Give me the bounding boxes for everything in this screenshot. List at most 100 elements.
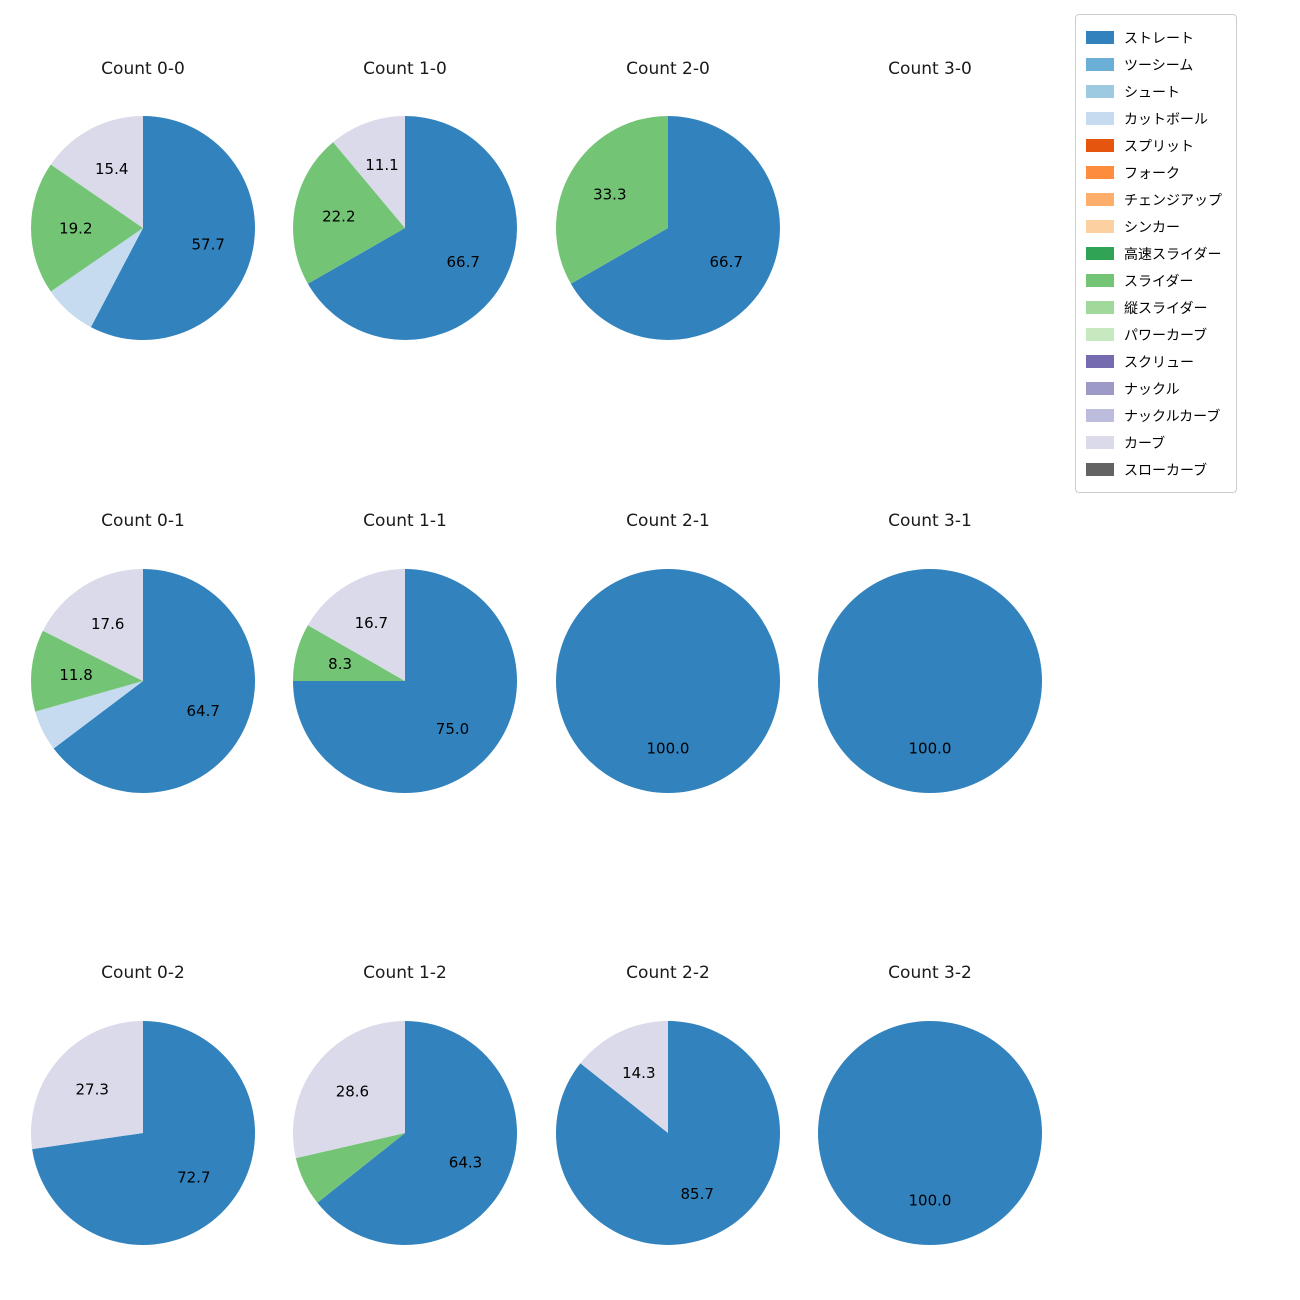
pie-chart: 100.0 [818, 1021, 1042, 1245]
pie-slice [580, 1021, 668, 1133]
chart-title: Count 1-0 [363, 59, 447, 79]
pie-slice [35, 681, 143, 749]
pct-label: 66.7 [709, 253, 742, 271]
legend-label: 高速スライダー [1124, 246, 1222, 263]
pie-slice [90, 116, 255, 340]
pct-label: 66.7 [446, 253, 479, 271]
legend-swatch [1086, 58, 1114, 71]
legend-swatch [1086, 382, 1114, 395]
pie-slice [292, 1021, 405, 1159]
legend-label: スローカーブ [1124, 462, 1208, 479]
pct-label: 85.7 [680, 1185, 713, 1203]
pie-slice [30, 630, 143, 712]
pie-chart: 66.7 33.3 [556, 116, 780, 340]
pie-chart: 85.7 14.3 [555, 1021, 780, 1245]
legend-label: スライダー [1124, 273, 1194, 290]
pie-slice [307, 569, 405, 681]
legend-item: ストレート [1086, 24, 1222, 51]
pie-slice [295, 1133, 405, 1203]
pie-slice [50, 116, 143, 228]
chart-title: Count 0-1 [101, 511, 185, 531]
legend-swatch [1086, 409, 1114, 422]
pie-slice [293, 625, 405, 681]
legend-item: 高速スライダー [1086, 240, 1222, 267]
pct-label: 16.7 [355, 614, 388, 632]
pie-slice [556, 116, 668, 284]
pct-label: 15.4 [95, 160, 128, 178]
chart-title: Count 2-2 [626, 963, 710, 983]
pct-label: 33.3 [593, 186, 626, 204]
legend-label: シュート [1124, 84, 1180, 101]
pie-slice [31, 1021, 143, 1150]
chart-title: Count 0-2 [101, 963, 185, 983]
legend-swatch [1086, 328, 1114, 341]
chart-title: Count 2-0 [626, 59, 710, 79]
chart-title: Count 3-2 [888, 963, 972, 983]
legend-item: パワーカーブ [1086, 321, 1222, 348]
legend-swatch [1086, 301, 1114, 314]
pie-chart: 64.7 11.8 17.6 [30, 569, 256, 793]
legend-item: カーブ [1086, 429, 1222, 456]
legend-swatch [1086, 463, 1114, 476]
pct-label: 100.0 [909, 739, 952, 757]
pct-label: 19.2 [59, 219, 92, 237]
pie-chart: 57.7 19.2 15.4 [30, 116, 255, 340]
legend-swatch [1086, 247, 1114, 260]
pie-slice [570, 116, 780, 340]
pie-chart: 100.0 [556, 569, 780, 793]
pie-slice [556, 569, 780, 793]
legend-label: カットボール [1124, 111, 1208, 128]
legend-swatch [1086, 193, 1114, 206]
legend-swatch [1086, 166, 1114, 179]
pct-label: 22.2 [322, 207, 355, 225]
legend-swatch [1086, 31, 1114, 44]
pie-chart: 100.0 [818, 569, 1042, 793]
legend-label: フォーク [1124, 165, 1180, 182]
legend-item: カットボール [1086, 105, 1222, 132]
chart-title: Count 0-0 [101, 59, 185, 79]
pct-label: 72.7 [177, 1168, 210, 1186]
pie-chart: 66.7 22.2 11.1 [292, 116, 517, 340]
pie-slice [333, 116, 405, 228]
pie-chart: 64.3 28.6 [292, 1021, 517, 1245]
legend-label: カーブ [1124, 435, 1166, 452]
chart-title: Count 1-2 [363, 963, 447, 983]
pie-chart: 75.0 8.3 16.7 [293, 569, 517, 793]
pct-label: 75.0 [436, 720, 469, 738]
pie-chart: 72.7 27.3 [31, 1021, 256, 1245]
pie-slice [32, 1021, 256, 1245]
legend-label: ナックルカーブ [1124, 408, 1221, 425]
pie-slice [555, 1021, 780, 1245]
pie-slice [42, 569, 143, 681]
pct-label: 100.0 [909, 1191, 952, 1209]
legend-item: ナックルカーブ [1086, 402, 1222, 429]
legend-item: チェンジアップ [1086, 186, 1222, 213]
legend-label: スプリット [1124, 138, 1194, 155]
legend-item: スライダー [1086, 267, 1222, 294]
chart-title: Count 3-0 [888, 59, 972, 79]
legend-swatch [1086, 85, 1114, 98]
chart-title: Count 1-1 [363, 511, 447, 531]
pie-slice [317, 1021, 517, 1245]
legend-label: ストレート [1124, 30, 1194, 47]
pct-label: 27.3 [75, 1080, 108, 1098]
legend-label: ナックル [1124, 381, 1180, 398]
legend-item: シュート [1086, 78, 1222, 105]
legend-label: パワーカーブ [1124, 327, 1208, 344]
pct-label: 14.3 [622, 1064, 655, 1082]
pie-slice [50, 228, 143, 328]
pct-label: 17.6 [91, 615, 124, 633]
chart-title: Count 3-1 [888, 511, 972, 531]
pie-slice [818, 1021, 1042, 1245]
chart-title: Count 2-1 [626, 511, 710, 531]
legend-swatch [1086, 274, 1114, 287]
legend-item: スプリット [1086, 132, 1222, 159]
pie-slice [292, 142, 405, 284]
pie-slice [818, 569, 1042, 793]
legend-label: 縦スライダー [1124, 300, 1208, 317]
legend-swatch [1086, 436, 1114, 449]
legend-item: 縦スライダー [1086, 294, 1222, 321]
legend-item: スローカーブ [1086, 456, 1222, 483]
pct-label: 11.8 [59, 666, 92, 684]
